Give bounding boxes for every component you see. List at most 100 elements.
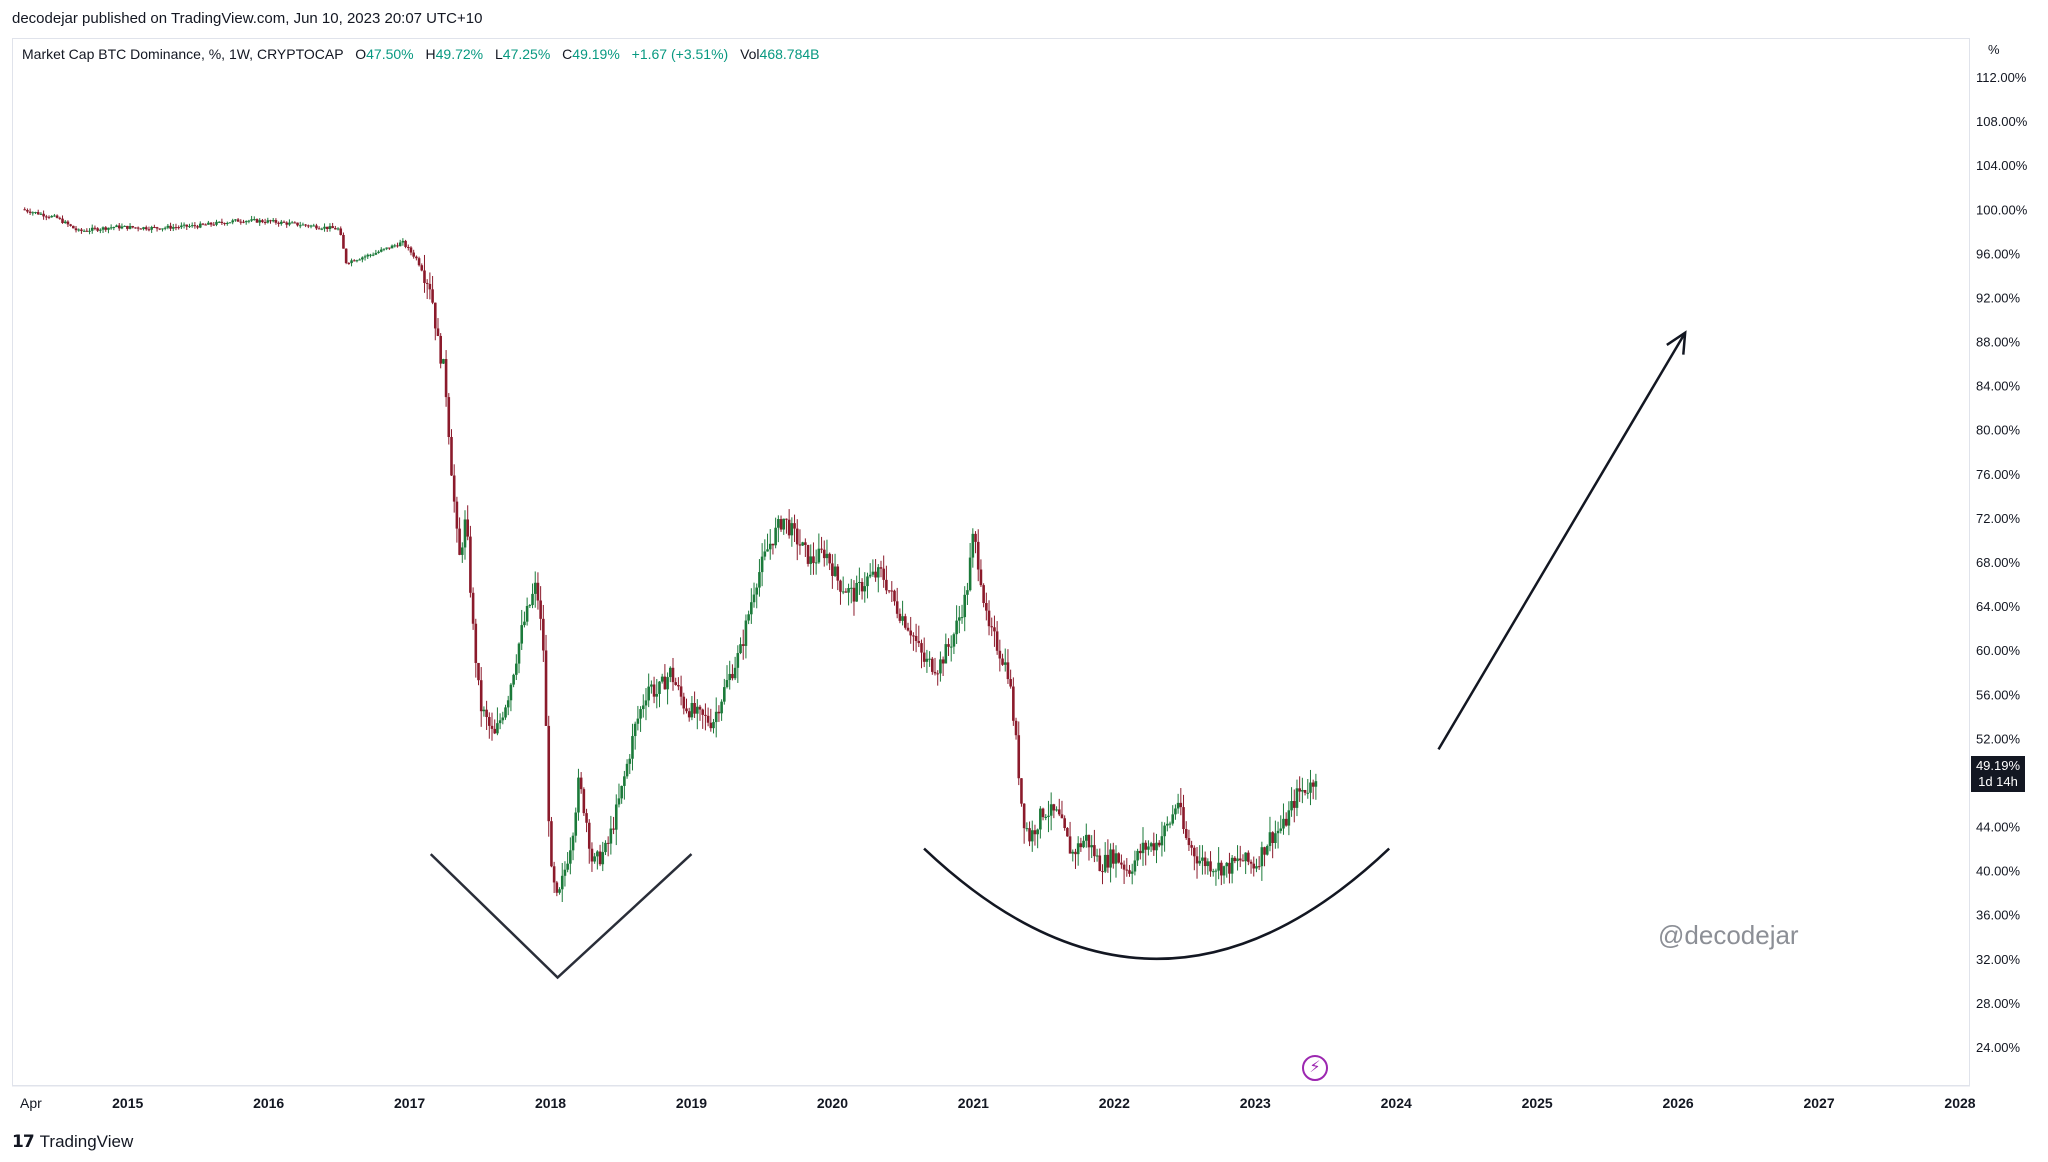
candle-body [1020,778,1023,804]
candle-body [1060,814,1064,819]
candle-body [560,875,564,890]
candle-body [88,230,91,232]
candle-body [939,659,942,674]
candle-body [150,226,153,230]
candle-body [679,686,683,697]
candle-body [1179,802,1183,808]
tradingview-logo-icon: 𝟭𝟳 [12,1132,35,1151]
lightning-icon[interactable]: ⚡ [1302,1055,1328,1081]
candle-body [512,674,515,685]
candle-body [1030,830,1034,842]
candle-body [358,259,361,261]
candle-body [779,519,783,530]
candle-body [1298,788,1301,792]
candle-body [801,542,804,546]
rounding-bottom-curve [923,847,1391,960]
candle-body [709,722,713,729]
candle-body [633,723,637,737]
candle-body [1130,871,1134,874]
candle-body [860,582,864,592]
candle-body [987,610,991,627]
candle-body [868,574,872,577]
candle-body [190,225,194,227]
candle-body [72,225,75,229]
candle-body [1022,803,1026,829]
candle-body [544,650,548,726]
candle-body [1282,818,1285,829]
candle-body [193,225,197,227]
candle-body [1144,842,1148,850]
candle-body [1252,863,1256,869]
candle-body [215,221,218,225]
candle-body [253,219,256,221]
candle-body [493,728,497,734]
low-value: 47.25% [502,46,551,62]
candle-body [995,631,999,651]
candle-body [63,221,67,224]
candle-body [209,222,213,225]
candle-body [320,228,324,230]
candle-body [1155,842,1158,851]
candle-body [369,254,372,256]
candle-body [1071,851,1075,854]
candle-body [1268,832,1272,847]
candle-body [912,635,915,637]
last-price-label: 49.19% 1d 14h [1971,756,2025,792]
candle-body [374,252,378,255]
candle-body [417,258,421,266]
low-label: L [495,46,503,62]
candle-body [325,226,329,230]
candle-body [777,519,780,528]
candle-body [1052,804,1056,811]
candle-body [147,229,151,231]
candle-body [334,228,337,230]
candle-body [612,828,615,830]
volume-value: 468.784B [759,46,820,62]
footer-brand[interactable]: 𝟭𝟳 TradingView [12,1132,133,1152]
candle-body [863,586,867,592]
candle-body [282,221,286,223]
candle-body [415,256,418,259]
candle-body [714,711,718,723]
price-axis[interactable] [1970,38,2048,1086]
candle-body [898,613,902,621]
candle-body [1066,828,1069,837]
candle-body [269,220,272,222]
candle-body [93,227,97,229]
v-shape-drawing [429,853,693,980]
candle-body [323,226,326,229]
candle-body [1044,816,1048,818]
candle-body [139,228,143,230]
candle-body [23,209,27,211]
candle-body [682,696,686,709]
candle-body [1003,662,1007,665]
candle-body [542,618,545,651]
candle-body [1033,830,1037,835]
y-tick-label: 112.00% [1976,70,2027,85]
candle-body [469,536,472,593]
x-tick-label: 2025 [1522,1095,1553,1111]
candle-body [1198,860,1202,864]
candle-body [1117,853,1120,863]
candle-body [523,621,526,626]
y-tick-label: 72.00% [1976,511,2021,526]
candle-body [668,667,672,678]
candle-body [234,219,237,221]
candle-body [393,245,397,247]
y-tick-label: 108.00% [1976,114,2028,129]
candle-body [307,225,310,227]
candle-body [463,519,467,548]
candle-body [712,722,715,729]
candle-body [1287,810,1291,826]
candle-body [436,328,440,336]
candle-body [806,545,810,564]
candle-body [82,230,86,232]
y-tick-label: 36.00% [1976,908,2021,923]
candle-body [976,541,980,570]
candle-body [858,582,861,584]
candle-body [955,620,958,635]
candle-body [1036,829,1039,835]
symbol-name[interactable]: Market Cap BTC Dominance, %, 1W, CRYPTOC… [22,46,344,62]
candle-body [952,634,956,647]
